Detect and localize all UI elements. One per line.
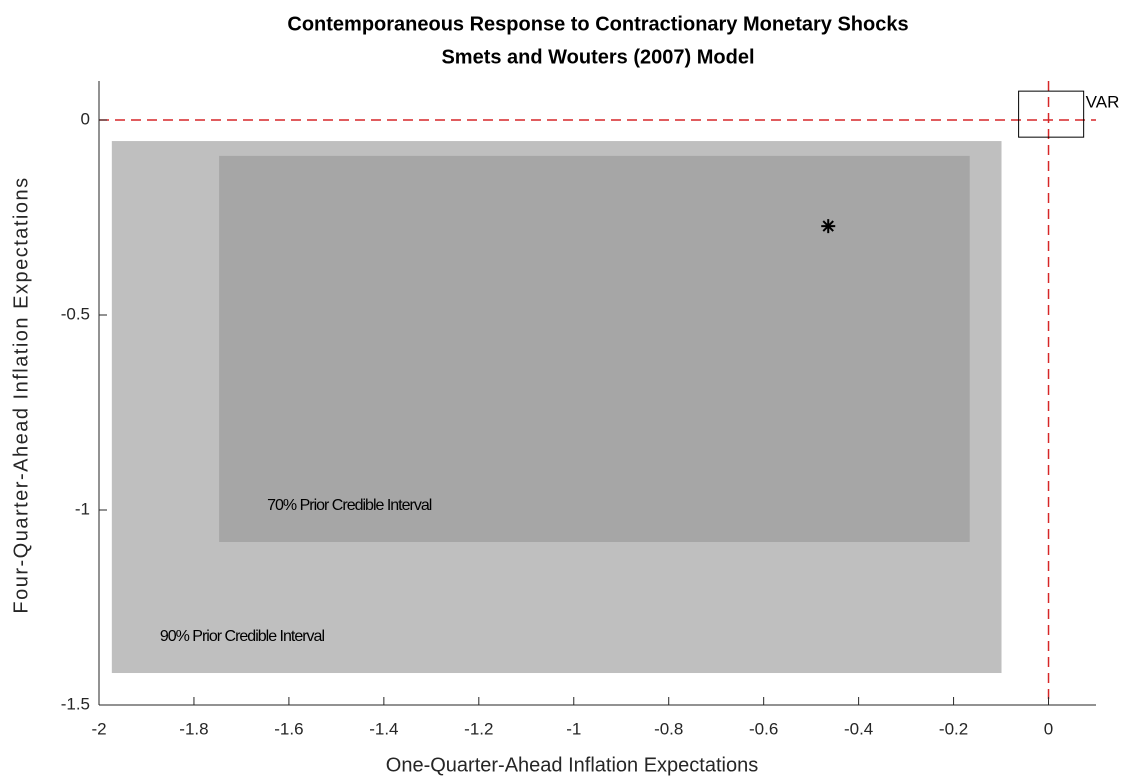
x-tick-label: -1.2 xyxy=(464,719,493,738)
point-marker xyxy=(821,219,836,234)
x-tick-label: -0.4 xyxy=(844,719,873,738)
x-tick-label: -1.8 xyxy=(179,719,208,738)
y-tick-label: -1.5 xyxy=(61,694,90,713)
credible-region xyxy=(219,155,970,542)
chart-subtitle: Smets and Wouters (2007) Model xyxy=(441,46,754,68)
x-tick-label: -1.6 xyxy=(274,719,303,738)
x-axis-label: One-Quarter-Ahead Inflation Expectations xyxy=(386,754,758,776)
var-box xyxy=(1018,90,1085,138)
x-tick-label: 0 xyxy=(1044,719,1053,738)
x-tick-label: -0.8 xyxy=(654,719,683,738)
x-tick-label: -0.6 xyxy=(749,719,778,738)
y-tick-label: 0 xyxy=(81,109,90,128)
region-label: 90% Prior Credible Interval xyxy=(160,628,325,645)
x-tick-label: -0.2 xyxy=(939,719,968,738)
y-tick-label: -0.5 xyxy=(61,304,90,323)
region-label: 70% Prior Credible Interval xyxy=(267,497,432,514)
var-label: VAR xyxy=(1086,93,1120,112)
y-tick-label: -1 xyxy=(75,499,90,518)
x-tick-label: -1 xyxy=(566,719,581,738)
y-axis-label: Four-Quarter-Ahead Inflation Expectation… xyxy=(10,176,32,613)
chart-title: Contemporaneous Response to Contractiona… xyxy=(287,13,908,35)
x-tick-label: -1.4 xyxy=(369,719,398,738)
x-tick-label: -2 xyxy=(91,719,106,738)
